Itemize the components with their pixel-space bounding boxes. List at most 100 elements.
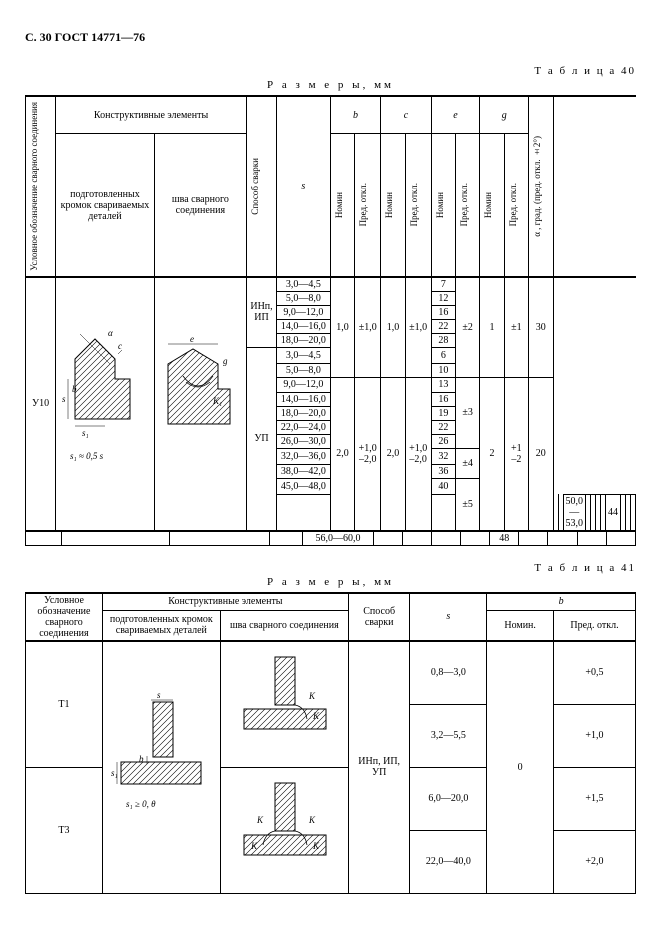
table-cell: 18,0—20,0: [277, 407, 331, 421]
t40-h-alpha: α , град. (пред. откл. ±2°): [531, 132, 543, 241]
t40-h-g-n: Номин: [482, 188, 494, 222]
table40-label: Т а б л и ц а 40: [25, 65, 636, 77]
table40: Условное обозначение сварного соединения…: [25, 95, 636, 532]
table-cell: 0: [487, 641, 554, 894]
table-cell: +1,5: [553, 767, 635, 830]
svg-text:K: K: [308, 691, 316, 701]
table-cell: 16: [431, 393, 455, 407]
t40-h-b: b: [353, 110, 358, 121]
table-cell: 0,8—3,0: [410, 641, 487, 705]
t41-h-col2a: подготовленных кромок свариваемых детале…: [102, 610, 220, 641]
table-cell: 1,0: [330, 277, 354, 377]
table-cell: 14,0—16,0: [277, 393, 331, 407]
table-cell: 36: [431, 465, 455, 479]
table-cell: 56,0—60,0: [303, 531, 373, 545]
table-cell: +1,0–2,0: [405, 377, 431, 531]
table-cell: +1,0: [553, 704, 635, 767]
t40-h-b-p: Пред. откл.: [357, 179, 369, 230]
table40-dim: Р а з м е р ы, мм: [25, 79, 636, 91]
t40-h-col2b: шва сварного соединения: [154, 134, 246, 277]
svg-text:s: s: [62, 394, 66, 404]
t41-h-pred: Пред. откл.: [553, 610, 635, 641]
t40-method2: УП: [246, 347, 276, 531]
t41-h-col2: Конструктивные элементы: [102, 593, 348, 610]
table-cell: 44: [606, 494, 621, 531]
table-cell: 48: [490, 531, 519, 545]
table-cell: 12: [431, 291, 455, 305]
table-cell: 32: [431, 449, 455, 465]
table-cell: 2: [480, 377, 504, 531]
svg-text:g: g: [223, 356, 228, 366]
t40-h-s: s: [301, 181, 305, 192]
t40-h-col2: Конструктивные элементы: [56, 96, 247, 134]
t40-h-g: g: [502, 110, 507, 121]
t41-h-nomin: Номин.: [487, 610, 554, 641]
table-cell: 7: [431, 277, 455, 292]
table-cell: 32,0—36,0: [277, 449, 331, 465]
t40-method1: ИНп, ИП: [246, 277, 276, 348]
t40-h-e-p: Пред. откл.: [458, 179, 470, 230]
t40-h-col3: Способ сварки: [249, 154, 261, 219]
table-cell: ±3: [456, 377, 480, 449]
table-cell: 1,0: [381, 277, 405, 377]
table-cell: 22: [431, 421, 455, 435]
svg-text:K₁: K₁: [212, 396, 222, 406]
t40-h-c: c: [404, 110, 408, 121]
table-cell: 13: [431, 377, 455, 393]
t41-h-col2b: шва сварного соединения: [220, 610, 348, 641]
table-cell: +1,0–2,0: [355, 377, 381, 531]
t40-h-c-p: Пред. откл.: [408, 179, 420, 230]
svg-text:K: K: [250, 841, 258, 851]
t40-h-e-n: Номин: [434, 188, 446, 222]
table-cell: 22,0—40,0: [410, 830, 487, 893]
svg-text:c: c: [118, 341, 122, 351]
svg-text:K: K: [312, 711, 320, 721]
table-cell: 50,0—53,0: [563, 494, 586, 531]
t40-diagram-right: e g K₁: [158, 334, 243, 474]
table-cell: 22: [431, 319, 455, 333]
table-cell: 18,0—20,0: [277, 333, 331, 347]
table-cell: 26: [431, 435, 455, 449]
table-cell: 2,0: [381, 377, 405, 531]
table-cell: +0,5: [553, 641, 635, 705]
table-cell: ±1,0: [405, 277, 431, 377]
svg-text:s₁: s₁: [111, 768, 118, 778]
t41-h-col1: Условное обозначение сварного соединения: [26, 593, 103, 641]
table-cell: ±5: [456, 479, 480, 531]
svg-text:b: b: [139, 754, 144, 764]
t41-diagram-left: s b s₁ s₁ ≥ 0, θ: [111, 692, 211, 842]
t41-method: ИНп, ИП, УП: [348, 641, 410, 894]
svg-text:K: K: [308, 815, 316, 825]
table40-tail: 56,0—60,0 48: [25, 531, 636, 546]
t41-h-col3: Способ сварки: [348, 593, 410, 641]
table-cell: 38,0—42,0: [277, 465, 331, 479]
t40-h-col2a: подготовленных кромок свариваемых детале…: [56, 134, 155, 277]
t40-h-c-n: Номин: [383, 188, 395, 222]
table41-label: Т а б л и ц а 41: [25, 562, 636, 574]
t40-h-g-p: Пред. откл.: [507, 179, 519, 230]
svg-text:K: K: [312, 841, 320, 851]
table-cell: 6: [431, 347, 455, 363]
t40-h-b-n: Номин: [333, 188, 345, 222]
t41-h-s: s: [446, 611, 450, 622]
table-cell: 14,0—16,0: [277, 319, 331, 333]
table-cell: 5,0—8,0: [277, 291, 331, 305]
t41-h-b: b: [559, 596, 564, 607]
t40-h-e: e: [453, 110, 457, 121]
table-cell: 26,0—30,0: [277, 435, 331, 449]
table-cell: +2,0: [553, 830, 635, 893]
table-cell: 20: [529, 377, 553, 531]
table-cell: ±1,0: [355, 277, 381, 377]
table-cell: 28: [431, 333, 455, 347]
table-cell: 45,0—48,0: [277, 479, 331, 495]
table-cell: ±4: [456, 449, 480, 479]
table-cell: ±2: [456, 277, 480, 377]
table41-dim: Р а з м е р ы, мм: [25, 576, 636, 588]
table-cell: +1–2: [504, 377, 528, 531]
table-cell: 1: [480, 277, 504, 377]
svg-text:s₁: s₁: [82, 428, 89, 438]
t41-joint1: Т1: [26, 641, 103, 768]
svg-text:s₁ ≈ 0,5 s: s₁ ≈ 0,5 s: [70, 451, 104, 461]
table41: Условное обозначение сварного соединения…: [25, 592, 636, 894]
svg-text:e: e: [190, 334, 194, 344]
